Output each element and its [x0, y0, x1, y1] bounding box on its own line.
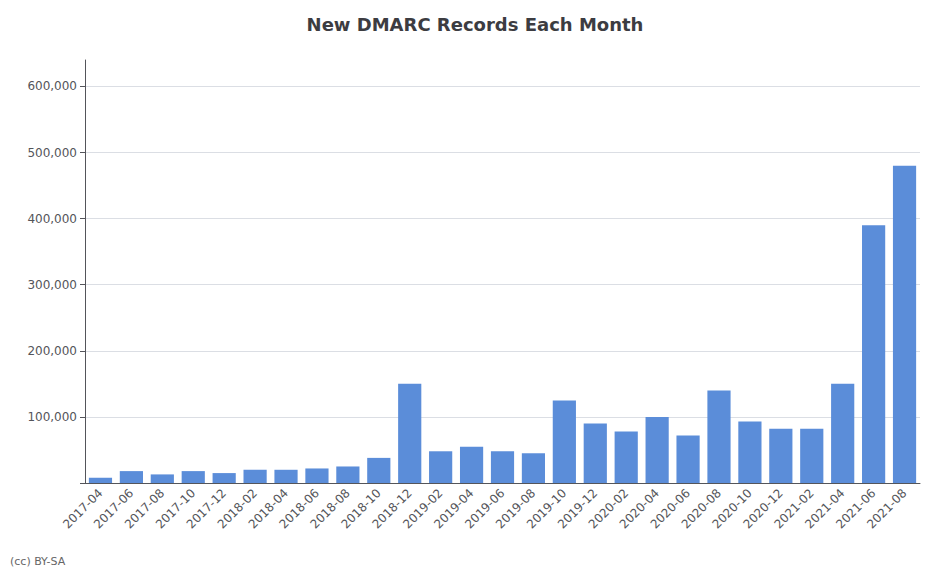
svg-text:(cc) BY-SA: (cc) BY-SA	[10, 555, 66, 568]
svg-text:2017-10: 2017-10	[152, 486, 199, 532]
svg-text:2018-06: 2018-06	[276, 486, 322, 532]
svg-text:500,000: 500,000	[27, 146, 77, 160]
svg-text:2019-08: 2019-08	[493, 486, 539, 532]
svg-text:2018-04: 2018-04	[245, 486, 291, 532]
svg-text:2017-12: 2017-12	[183, 486, 230, 532]
svg-text:2019-04: 2019-04	[431, 486, 477, 532]
svg-text:2021-04: 2021-04	[802, 486, 848, 532]
svg-text:2018-12: 2018-12	[369, 486, 415, 532]
svg-text:2021-08: 2021-08	[864, 486, 909, 531]
svg-text:2020-12: 2020-12	[740, 486, 786, 532]
svg-text:600,000: 600,000	[27, 79, 77, 93]
svg-text:2017-08: 2017-08	[122, 486, 168, 532]
svg-text:2021-02: 2021-02	[771, 486, 817, 532]
svg-text:2019-10: 2019-10	[524, 486, 570, 532]
svg-text:100,000: 100,000	[27, 410, 77, 424]
svg-text:2018-10: 2018-10	[338, 486, 384, 532]
svg-text:2021-06: 2021-06	[833, 486, 879, 532]
svg-text:2019-02: 2019-02	[400, 486, 446, 532]
svg-text:300,000: 300,000	[27, 278, 77, 292]
svg-text:2018-08: 2018-08	[307, 486, 353, 532]
svg-text:200,000: 200,000	[27, 344, 77, 358]
svg-text:2020-08: 2020-08	[678, 486, 724, 532]
svg-text:2018-02: 2018-02	[214, 486, 260, 532]
svg-text:2020-04: 2020-04	[616, 486, 663, 532]
svg-text:2017-04: 2017-04	[60, 486, 106, 532]
svg-text:2019-06: 2019-06	[462, 486, 508, 532]
svg-text:2019-12: 2019-12	[554, 486, 601, 532]
svg-text:2017-06: 2017-06	[91, 486, 137, 532]
svg-text:New DMARC Records Each Month: New DMARC Records Each Month	[307, 14, 644, 35]
svg-text:2020-10: 2020-10	[709, 486, 755, 532]
svg-text:2020-06: 2020-06	[647, 486, 693, 532]
svg-text:2020-02: 2020-02	[585, 486, 632, 532]
svg-text:400,000: 400,000	[27, 212, 77, 226]
